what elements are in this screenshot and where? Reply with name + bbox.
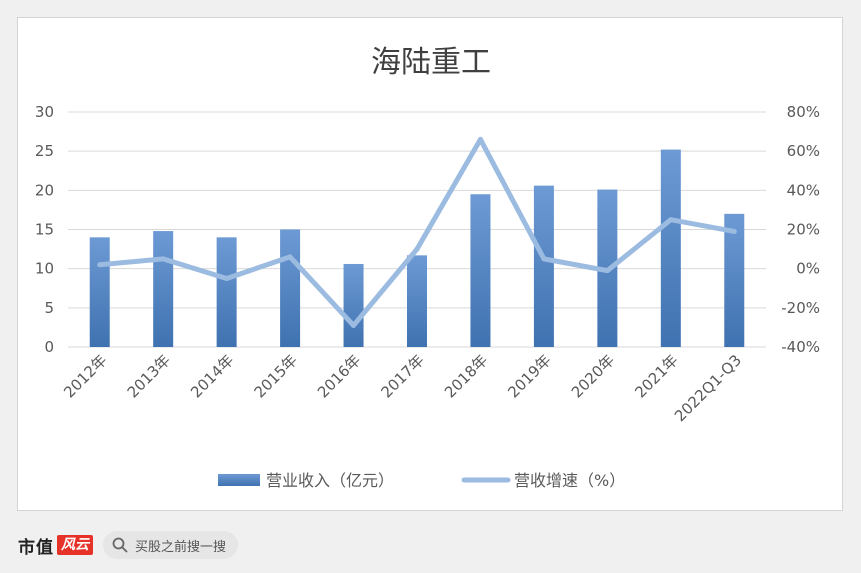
line-point (477, 136, 483, 142)
line-point (541, 256, 547, 262)
bar (724, 213, 745, 347)
y-left-tick-label: 30 (35, 103, 54, 121)
y-right-tick-label: -20% (781, 299, 820, 317)
y-right-tick-label: -40% (781, 338, 820, 356)
bar (470, 194, 491, 347)
x-tick-label: 2016年 (314, 351, 364, 401)
x-tick-label: 2013年 (124, 351, 174, 401)
brand-name: 市值 (18, 537, 54, 558)
y-right-tick-label: 60% (787, 142, 820, 160)
line-point (224, 275, 230, 281)
y-right-tick-label: 20% (787, 221, 820, 239)
x-tick-label: 2012年 (60, 351, 110, 401)
bar (280, 229, 301, 347)
search-icon (112, 537, 128, 553)
y-left-tick-label: 15 (35, 221, 54, 239)
bar (343, 263, 364, 347)
legend-swatch-bar (218, 474, 260, 486)
x-tick-label: 2018年 (441, 351, 491, 401)
line-point (160, 256, 166, 262)
bar (660, 149, 681, 347)
x-tick-label: 2020年 (568, 351, 618, 401)
x-tick-label: 2017年 (377, 351, 427, 401)
bar (89, 237, 110, 347)
y-left-tick-label: 5 (44, 299, 54, 317)
line-point (414, 246, 420, 252)
search-bar[interactable]: 买股之前搜一搜 (103, 531, 239, 559)
legend-label-bar: 营业收入（亿元） (266, 471, 394, 490)
y-right-tick-label: 80% (787, 103, 820, 121)
bar (216, 237, 237, 347)
x-tick-label: 2015年 (251, 351, 301, 401)
line-point (351, 322, 357, 328)
line-point (731, 228, 737, 234)
legend-label-line: 营收增速（%） (514, 471, 625, 490)
y-left-tick-label: 20 (35, 181, 54, 199)
line-point (668, 217, 674, 223)
chart: 海陆重工 0 5 10 15 20 25 30 -40% -20% 0% 20% 40% 60% 80%… (35, 45, 820, 490)
brand-logo: 风云 (57, 535, 93, 555)
x-tick-label: 2021年 (631, 351, 681, 401)
chart-card: 海陆重工 0 5 10 15 20 25 30 -40% -20% 0% 20% 40% 60% 80%… (17, 17, 843, 511)
bar (407, 255, 427, 347)
y-left-tick-label: 25 (35, 142, 54, 160)
chart-title: 海陆重工 (371, 45, 491, 80)
bar (533, 185, 554, 347)
x-tick-label: 2014年 (187, 351, 237, 401)
line-point (97, 262, 103, 268)
legend: 营业收入（亿元） 营收增速（%） (218, 471, 625, 490)
y-left-tick-label: 10 (35, 260, 54, 278)
y-right-tick-label: 40% (787, 181, 820, 199)
x-tick-label: 2019年 (504, 351, 554, 401)
bar (153, 231, 174, 347)
footer: 市值 风云 买股之前搜一搜 (18, 530, 239, 560)
line-point (287, 254, 293, 260)
x-tick-label: 2022Q1-Q3 (671, 351, 745, 425)
line-point (604, 268, 610, 274)
search-placeholder: 买股之前搜一搜 (135, 539, 227, 555)
y-right-tick-label: 0% (796, 260, 820, 278)
y-left-tick-label: 0 (44, 338, 54, 356)
